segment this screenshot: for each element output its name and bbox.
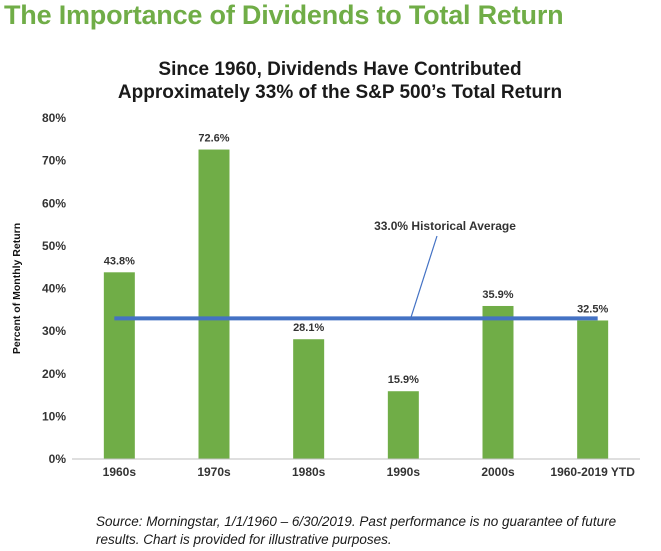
- chart-title: Since 1960, Dividends Have Contributed A…: [60, 58, 620, 104]
- y-tick-label: 40%: [42, 282, 66, 296]
- source-note: Source: Morningstar, 1/1/1960 – 6/30/201…: [96, 514, 617, 547]
- y-tick-label: 30%: [42, 324, 66, 338]
- chart-title-line-2: Approximately 33% of the S&P 500’s Total…: [117, 82, 563, 103]
- y-tick-label: 80%: [42, 111, 66, 125]
- x-tick-label: 1970s: [197, 465, 231, 479]
- bar-1960s: [103, 272, 135, 459]
- x-tick-label: 1960s: [103, 465, 137, 479]
- bar-data-label: 35.9%: [482, 289, 513, 301]
- bar-data-label: 72.6%: [198, 133, 229, 145]
- bar-data-label: 15.9%: [388, 374, 419, 386]
- page-headline: The Importance of Dividends to Total Ret…: [4, 0, 564, 30]
- bar-1960-2019 YTD: [577, 320, 609, 459]
- average-callout-label: 33.0% Historical Average: [374, 219, 516, 233]
- y-tick-label: 70%: [42, 154, 66, 168]
- y-axis-label: Percent of Monthly Return: [11, 223, 23, 354]
- bar-data-label: 43.8%: [104, 255, 135, 267]
- x-tick-label: 2000s: [481, 465, 515, 479]
- y-tick-label: 60%: [42, 196, 66, 210]
- x-tick-label: 1990s: [387, 465, 421, 479]
- bar-data-label: 28.1%: [293, 322, 324, 334]
- average-callout-leader: [410, 235, 438, 318]
- x-tick-label: 1980s: [292, 465, 326, 479]
- chart-title-line-1: Since 1960, Dividends Have Contributed: [158, 59, 522, 80]
- y-tick-label: 20%: [42, 367, 66, 381]
- bar-chart: 0% 10% 20% 30% 40% 50% 60% 70% 80% Percent of Mon…: [11, 111, 640, 479]
- bar-1980s: [293, 339, 325, 459]
- y-tick-label: 10%: [42, 409, 66, 423]
- bar-data-label: 32.5%: [577, 303, 608, 315]
- y-tick-label: 0%: [49, 452, 67, 466]
- bar-1990s: [387, 391, 419, 459]
- x-tick-label: 1960-2019 YTD: [550, 465, 635, 479]
- y-tick-label: 50%: [42, 239, 66, 253]
- bar-2000s: [482, 305, 514, 459]
- bar-1970s: [198, 149, 230, 460]
